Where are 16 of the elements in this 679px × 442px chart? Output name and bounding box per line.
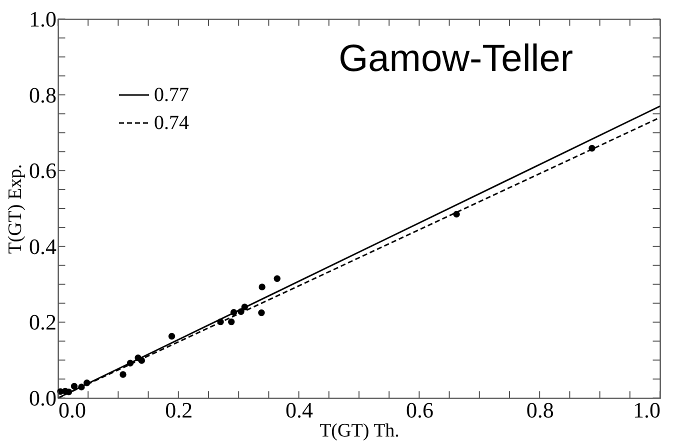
x-tick-label: 0.4 (286, 398, 314, 422)
y-tick-label: 0.2 (29, 310, 56, 335)
annotation: Gamow-Teller (338, 38, 574, 80)
x-tick-label: 0.6 (406, 398, 434, 422)
legend-label: 0.74 (154, 112, 189, 134)
y-tick-label: 0.8 (29, 82, 56, 108)
y-tick-label: 0.4 (29, 234, 56, 259)
x-tick-label: 0.2 (165, 398, 193, 422)
x-tick-label: 0.8 (526, 398, 554, 422)
legend-label: 0.77 (154, 84, 189, 106)
y-tick-label: 1.0 (29, 6, 56, 32)
x-tick-label: 0.0 (58, 398, 86, 422)
y-axis-title: T(GT) Exp. (5, 164, 26, 254)
x-axis-title: T(GT) Th. (320, 420, 400, 442)
y-tick-label: 0.6 (29, 158, 56, 184)
x-tick-label: 1.0 (633, 398, 660, 422)
